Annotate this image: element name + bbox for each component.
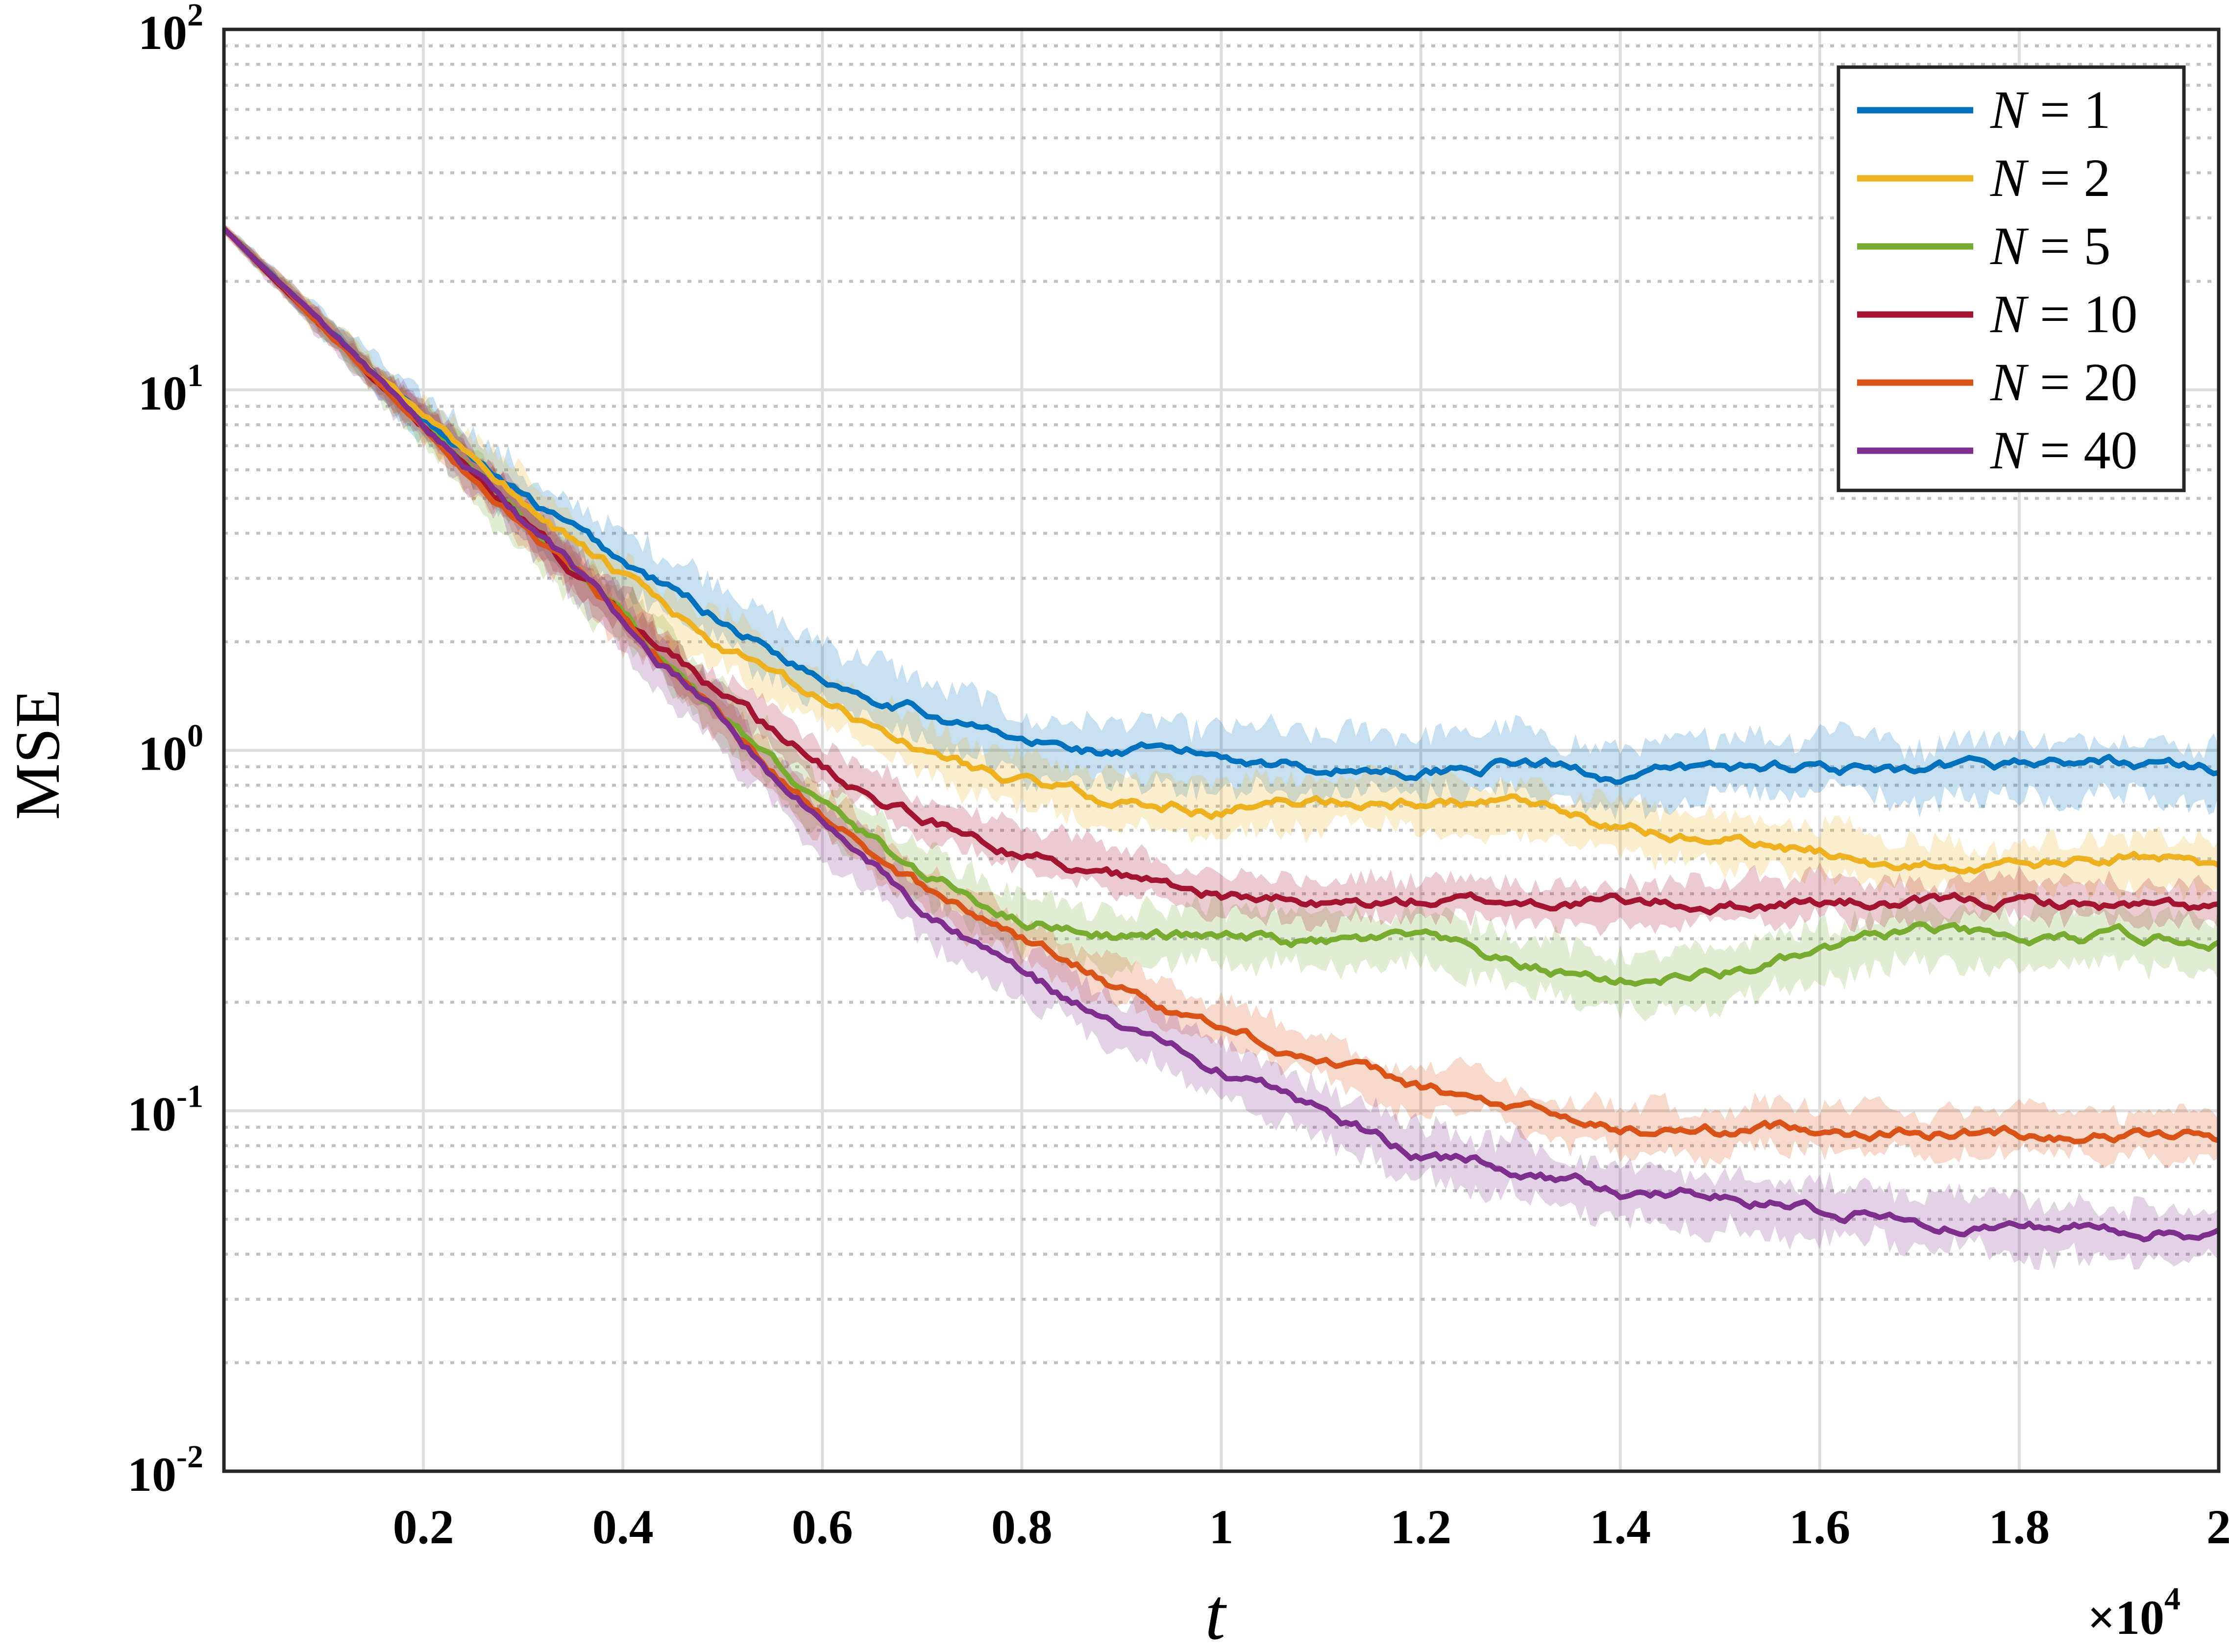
- series-lines: [222, 226, 2220, 1242]
- x-tick-label: 1.4: [1590, 1500, 1651, 1554]
- x-multiplier: ×104: [2087, 1581, 2180, 1645]
- y-tick-labels: 10-2 10-1 100 101 102: [127, 0, 203, 1502]
- legend-box: [1837, 65, 2186, 492]
- legend-label: N = 10: [1990, 284, 2137, 344]
- band-series-2: [224, 225, 2219, 910]
- plot-frame: [222, 27, 2221, 1473]
- x-tick-label: 0.4: [592, 1500, 654, 1554]
- y-tick-label: 100: [138, 718, 203, 781]
- y-tick-label: 10-1: [127, 1078, 203, 1141]
- x-tick-label: 2: [2206, 1500, 2229, 1554]
- x-tick-label: 0.2: [393, 1500, 454, 1554]
- x-tick-label: 1.8: [1988, 1500, 2050, 1554]
- legend-label: N = 40: [1990, 420, 2137, 480]
- line-series-6: [222, 226, 2220, 1242]
- legend-label: N = 20: [1990, 352, 2137, 412]
- band-series-6: [224, 222, 2219, 1270]
- x-tick-label: 1: [1209, 1500, 1234, 1554]
- line-series-4: [222, 226, 2219, 916]
- y-axis-label: MSE: [2, 689, 73, 820]
- x-tick-labels: 0.2 0.4 0.6 0.8 1 1.2 1.4 1.6 1.8 2: [393, 1500, 2229, 1554]
- legend: N = 1 N = 2 N = 5 N = 10 N = 20 N = 40: [1837, 65, 2186, 492]
- x-tick-label: 0.8: [991, 1500, 1053, 1554]
- legend-label: N = 2: [1990, 148, 2110, 208]
- y-tick-label: 102: [138, 0, 203, 60]
- x-multiplier-exponent: 4: [2164, 1581, 2180, 1617]
- line-series-1: [222, 226, 2220, 785]
- y-tick-label: 10-2: [127, 1439, 203, 1502]
- line-series-2: [222, 226, 2220, 875]
- x-multiplier-base: ×10: [2087, 1590, 2164, 1645]
- legend-label: N = 1: [1990, 80, 2110, 140]
- x-tick-label: 1.6: [1789, 1500, 1850, 1554]
- legend-label: N = 5: [1990, 216, 2110, 276]
- x-axis-label: t: [1205, 1574, 1227, 1652]
- y-tick-label: 101: [138, 358, 203, 420]
- x-tick-label: 1.2: [1390, 1500, 1451, 1554]
- x-tick-label: 0.6: [792, 1500, 853, 1554]
